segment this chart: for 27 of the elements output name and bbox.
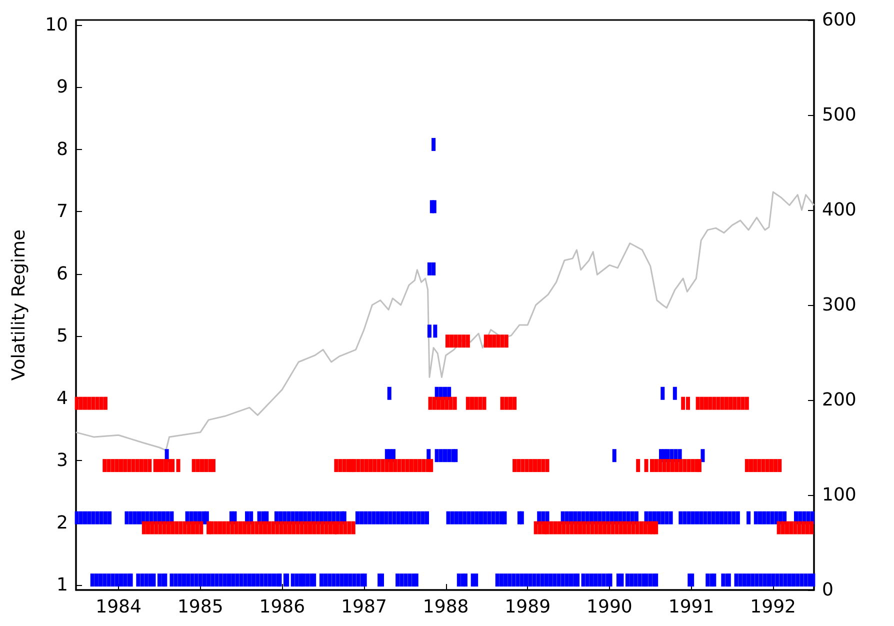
y-tick-label: 9	[56, 76, 68, 98]
y2-tick-label: 600	[822, 10, 856, 30]
y-tick-label: 4	[56, 388, 68, 409]
y2-tick-label: 0	[822, 580, 834, 600]
y-tick-label: 3	[56, 450, 68, 472]
x-tick-label: 1992	[750, 596, 796, 618]
y2-tick-label: 500	[822, 104, 856, 126]
y-tick-label: 5	[56, 326, 68, 347]
x-tick-label: 1984	[96, 596, 142, 618]
x-tick-label: 1987	[341, 596, 387, 618]
y-tick-label: 2	[56, 512, 68, 534]
y2-tick-label: 300	[822, 294, 856, 316]
y-axis-title: Volatility Regime	[8, 229, 30, 381]
y-tick-label: 7	[56, 201, 68, 222]
x-tick-label: 1991	[668, 596, 714, 618]
y2-tick-label: 400	[822, 200, 856, 220]
y-tick-label: 8	[56, 138, 68, 160]
x-tick-label: 1990	[586, 596, 632, 618]
x-tick-label: 1985	[177, 596, 224, 618]
y2-tick-label: 100	[822, 484, 856, 506]
x-tick-label: 1989	[504, 596, 551, 618]
x-tick-label: 1988	[422, 596, 469, 618]
x-tick-label: 1986	[259, 596, 306, 618]
y2-tick-label: 200	[822, 390, 856, 410]
y-tick-label: 6	[56, 263, 68, 284]
y-tick-label: 10	[45, 14, 68, 36]
y-tick-label: 1	[56, 574, 68, 596]
